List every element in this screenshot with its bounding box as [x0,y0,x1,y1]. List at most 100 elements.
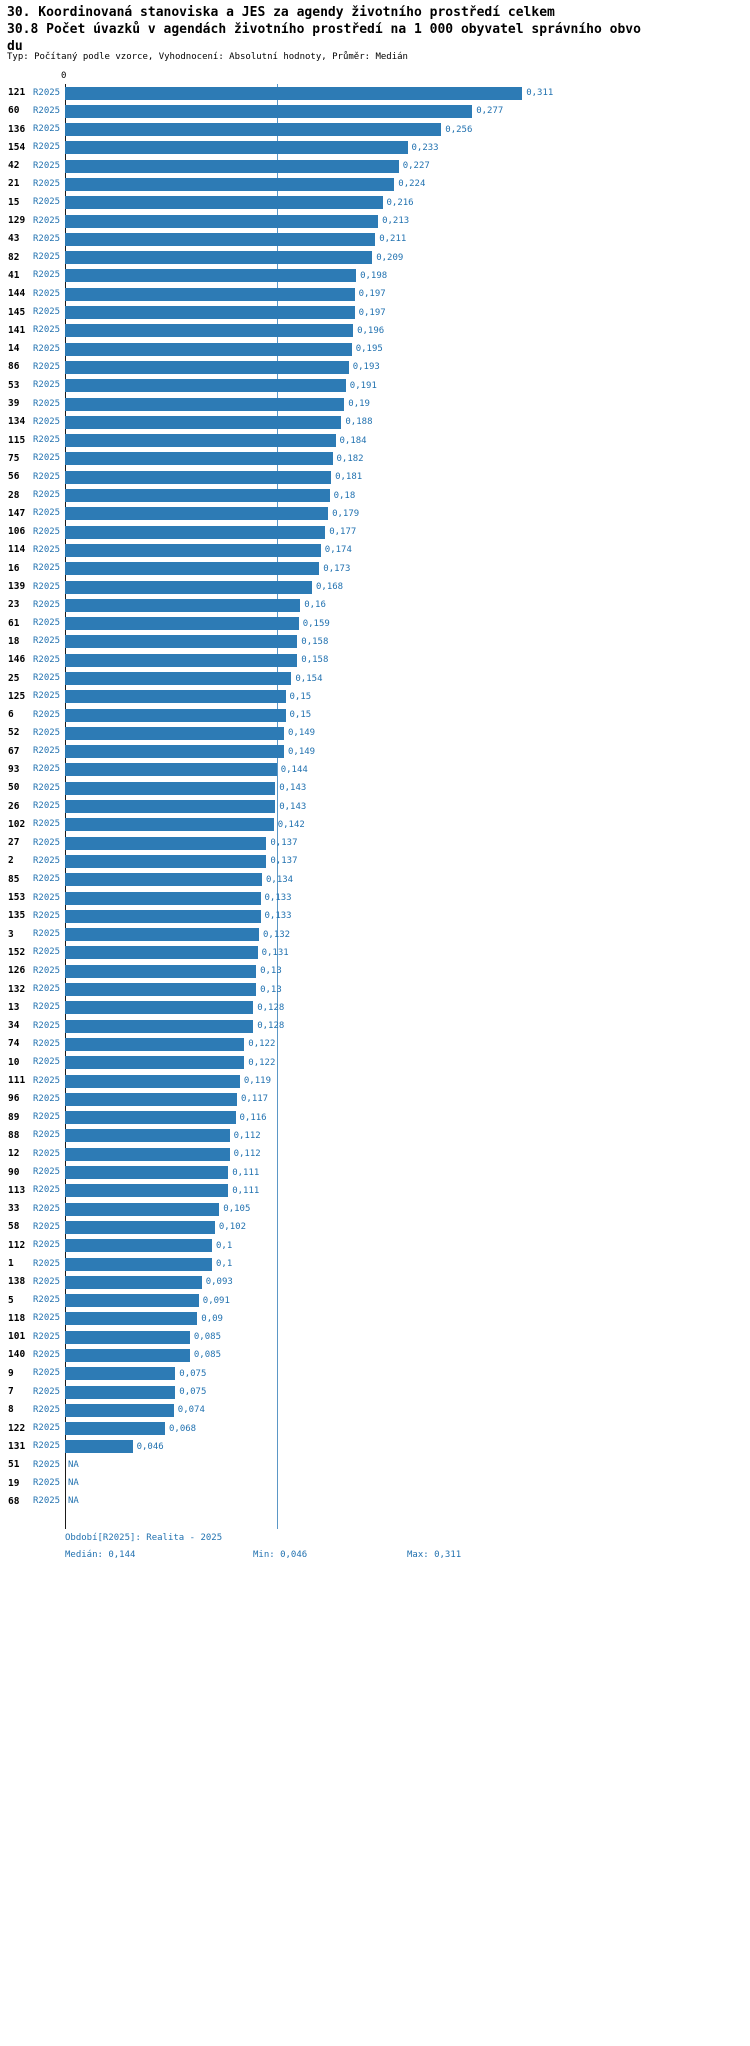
row-id-label: 89 [8,1111,20,1123]
row-series-label: R2025 [33,654,61,665]
chart-row: 131 R2025 0,046 [0,1438,750,1456]
row-series-label: R2025 [33,105,61,116]
chart-row: 153 R2025 0,133 [0,889,750,907]
bar-value-label: 0,195 [355,344,383,355]
value-bar [65,1257,212,1271]
value-bar [65,177,395,191]
row-id-label: 16 [8,562,20,574]
row-series-label: R2025 [33,361,61,372]
row-series-label: R2025 [33,1496,61,1507]
value-bar [65,946,258,960]
value-bar [65,1001,254,1015]
value-bar [65,159,399,173]
row-series-label: R2025 [33,288,61,299]
chart-title: 30. Koordinovaná stanoviska a JES za age… [7,5,555,20]
bar-value-label: 0,134 [266,874,294,885]
x-axis-zero-label: 0 [61,71,67,81]
row-id-label: 10 [8,1056,20,1068]
row-series-label: R2025 [33,435,61,446]
value-bar [65,1166,229,1180]
row-series-label: R2025 [33,746,61,757]
chart-row: 121 R2025 0,311 [0,84,750,102]
row-series-label: R2025 [33,1368,61,1379]
value-bar [65,1312,198,1326]
value-bar [65,1147,230,1161]
bar-value-label: 0,277 [476,106,504,117]
chart-row: 7 R2025 0,075 [0,1383,750,1401]
value-bar [65,507,329,521]
chart-row: 145 R2025 0,197 [0,304,750,322]
chart-row: 85 R2025 0,134 [0,871,750,889]
bar-value-label: 0,179 [332,508,360,519]
bar-value-label: 0,116 [239,1112,267,1123]
row-id-label: 122 [8,1422,26,1434]
row-series-label: R2025 [33,855,61,866]
chart-row: 82 R2025 0,209 [0,249,750,267]
row-series-label: R2025 [33,233,61,244]
row-series-label: R2025 [33,398,61,409]
value-bar [65,196,383,210]
row-id-label: 15 [8,196,20,208]
row-series-label: R2025 [33,178,61,189]
chart-row: 114 R2025 0,174 [0,541,750,559]
bar-value-label: 0,177 [329,527,357,538]
value-bar [65,653,298,667]
value-bar [65,1056,245,1070]
row-id-label: 61 [8,617,20,629]
chart-row: 13 R2025 0,128 [0,999,750,1017]
chart-row: 125 R2025 0,15 [0,688,750,706]
bar-value-label: 0,133 [264,911,292,922]
row-id-label: 88 [8,1129,20,1141]
row-series-label: R2025 [33,965,61,976]
bar-value-label: 0,1 [216,1240,233,1251]
chart-row: 88 R2025 0,112 [0,1127,750,1145]
chart-row: 10 R2025 0,122 [0,1054,750,1072]
chart-row: 144 R2025 0,197 [0,285,750,303]
footer-median-label: Medián: 0,144 [65,1550,136,1560]
bar-value-label: 0,149 [288,728,316,739]
value-bar [65,1422,165,1436]
chart-row: 2 R2025 0,137 [0,852,750,870]
bar-value-label: 0,256 [445,124,473,135]
value-bar [65,1092,237,1106]
value-bar [65,836,267,850]
value-bar [65,873,262,887]
value-bar [65,214,379,228]
bar-value-label: 0,311 [526,88,554,98]
chart-meta-line: Typ: Počítaný podle vzorce, Vyhodnocení:… [7,52,408,62]
bar-value-label: 0,137 [270,856,298,867]
chart-row: 27 R2025 0,137 [0,834,750,852]
value-bar [65,617,299,631]
bar-value-label: 0,075 [179,1368,207,1379]
value-bar [65,269,357,283]
row-series-label: R2025 [33,197,61,208]
bar-value-label: 0,209 [376,252,404,263]
bar-value-label: 0,182 [336,453,364,464]
bar-value-label: 0,085 [193,1332,221,1343]
row-series-label: R2025 [33,215,61,226]
chart-row: 51 R2025 NA [0,1456,750,1474]
row-id-label: 154 [8,141,26,153]
bar-value-label: 0,132 [263,929,291,940]
value-bar [65,1367,176,1381]
row-series-label: R2025 [33,142,61,153]
row-id-label: 41 [8,269,20,281]
bar-value-label: 0,16 [304,600,326,611]
row-id-label: 50 [8,782,20,794]
chart-row: 140 R2025 0,085 [0,1346,750,1364]
chart-row: 12 R2025 0,112 [0,1145,750,1163]
bar-value-label: 0,143 [279,801,307,812]
row-na-label: NA [68,1496,79,1507]
bar-value-label: 0,122 [248,1057,276,1068]
row-id-label: 68 [8,1495,20,1507]
value-bar [65,672,292,685]
bar-value-label: 0,133 [264,893,292,904]
bar-value-label: 0,111 [232,1167,260,1178]
bar-value-label: 0,174 [324,545,352,556]
value-bar [65,251,373,265]
value-bar [65,818,274,832]
bar-value-label: 0,074 [177,1405,205,1416]
value-bar [65,1294,199,1308]
row-id-label: 115 [8,434,26,446]
bar-value-label: 0,173 [323,563,351,574]
